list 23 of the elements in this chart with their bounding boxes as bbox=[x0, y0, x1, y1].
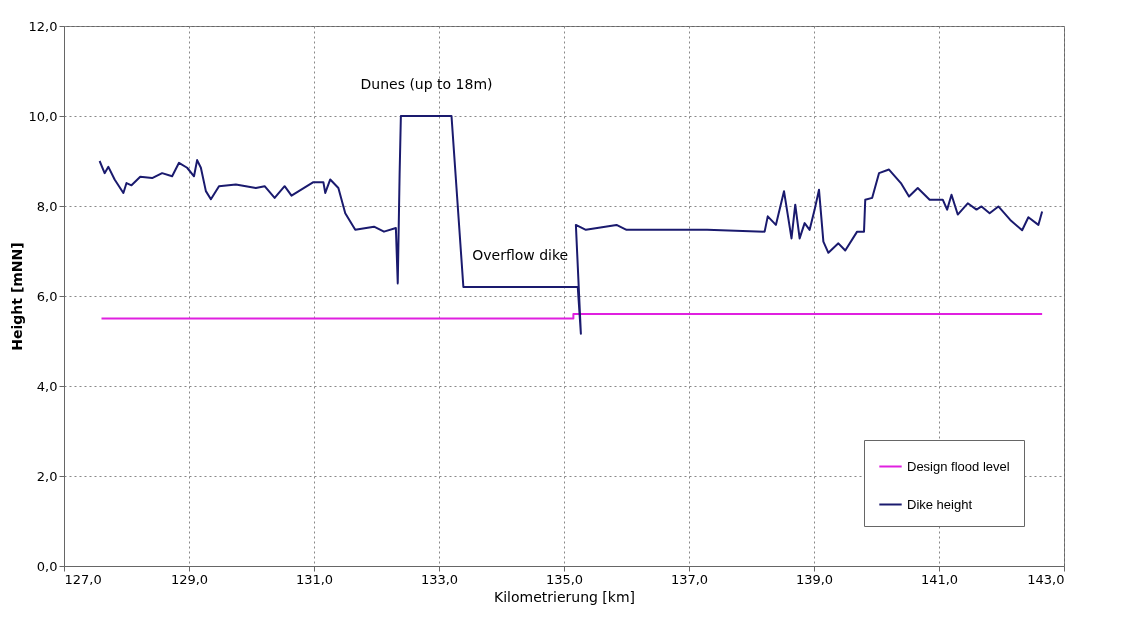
x-tick-label: 129,0 bbox=[170, 571, 209, 587]
annotation: Overflow dike bbox=[472, 247, 569, 263]
y-tick-label: 8,0 bbox=[36, 198, 58, 214]
x-tick-label: 141,0 bbox=[920, 571, 959, 587]
y-axis-title: Height [mNN] bbox=[8, 242, 25, 351]
x-tick-label: 133,0 bbox=[420, 571, 459, 587]
legend-label: Dike height bbox=[907, 496, 973, 512]
y-tick-label: 10,0 bbox=[28, 108, 58, 124]
x-tick-label: 131,0 bbox=[295, 571, 334, 587]
y-tick-label: 2,0 bbox=[36, 468, 58, 484]
x-tick-label: 143,0 bbox=[1027, 571, 1065, 587]
x-tick-label: 135,0 bbox=[545, 571, 584, 587]
line-series bbox=[98, 115, 1044, 335]
y-tick-label: 4,0 bbox=[36, 378, 58, 394]
annotation: Dunes (up to 18m) bbox=[360, 76, 493, 92]
x-tick-label: 139,0 bbox=[795, 571, 834, 587]
x-tick-label: 137,0 bbox=[670, 571, 709, 587]
x-axis-title: Kilometrierung [km] bbox=[493, 588, 636, 605]
y-tick-label: 6,0 bbox=[36, 288, 58, 304]
legend-label: Design flood level bbox=[907, 458, 1010, 474]
y-tick-label: 12,0 bbox=[28, 18, 58, 34]
x-tick-label: 127,0 bbox=[64, 571, 102, 587]
y-tick-label: 0,0 bbox=[36, 558, 58, 574]
